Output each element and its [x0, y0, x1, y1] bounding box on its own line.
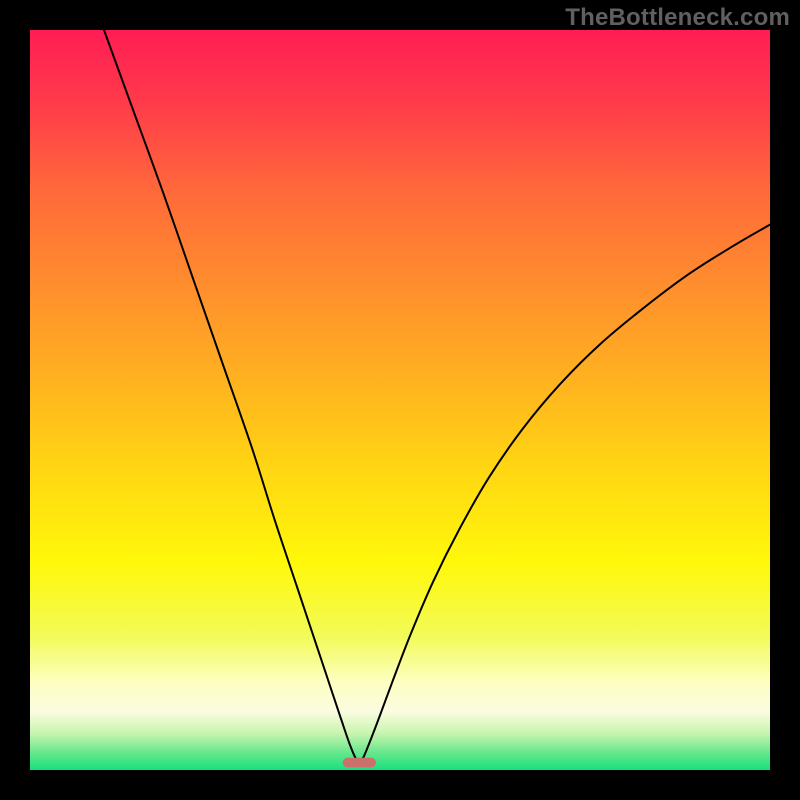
watermark-text: TheBottleneck.com [565, 4, 790, 32]
minimum-marker [343, 758, 376, 768]
chart-svg [0, 0, 800, 800]
chart-container: { "meta": { "watermark": "TheBottleneck.… [0, 0, 800, 800]
